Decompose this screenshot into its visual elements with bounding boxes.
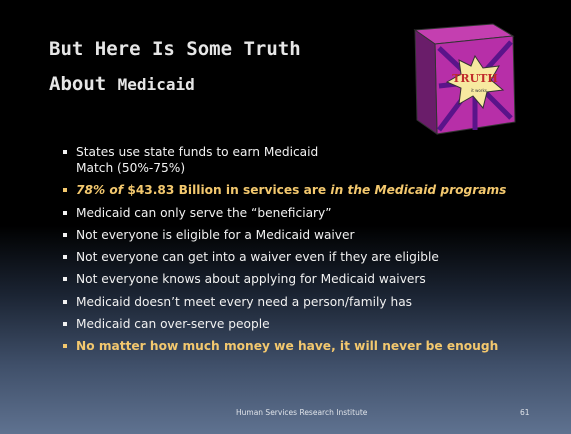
- bullet-text: 78% of: [76, 183, 128, 198]
- bullet: No matter how much money we have, it wil…: [63, 338, 563, 354]
- bullet: Not everyone can get into a waiver even …: [63, 249, 563, 265]
- bullet-text: Not everyone is eligible for a Medicaid …: [76, 227, 355, 242]
- bullet-text: No matter how much money we have, it wil…: [76, 339, 499, 354]
- bullet: Medicaid can over-serve people: [63, 316, 563, 332]
- bullet: Not everyone is eligible for a Medicaid …: [63, 227, 563, 243]
- cereal-box-image: TRUTH it works: [413, 23, 516, 135]
- bullet-list: States use state funds to earn Medicaid …: [63, 144, 563, 361]
- box-sublabel: it works: [471, 88, 487, 93]
- title-word: About: [49, 73, 107, 95]
- bullet-text: Medicaid doesn’t meet every need a perso…: [76, 294, 413, 309]
- box-side: [414, 29, 438, 135]
- title-line: But Here Is Some Truth: [49, 38, 301, 60]
- bullet-text: Not everyone can get into a waiver even …: [76, 250, 439, 265]
- bullet-text: States use state funds to earn Medicaid …: [76, 145, 319, 175]
- page-number: 61: [520, 408, 530, 417]
- bullet: States use state funds to earn Medicaid …: [63, 144, 326, 176]
- bullet-text: Medicaid can only serve the “beneficiary…: [76, 205, 332, 220]
- bullet-text: Not everyone knows about applying for Me…: [76, 272, 426, 287]
- bullet-text: $43.83 Billion in services are: [127, 183, 331, 198]
- bullet: Not everyone knows about applying for Me…: [63, 271, 563, 287]
- bullet-text: Medicaid can over-serve people: [76, 317, 270, 332]
- title-line: About Medicaid: [49, 73, 195, 95]
- bullet: 78% of $43.83 Billion in services are in…: [63, 182, 563, 198]
- bullet: Medicaid can only serve the “beneficiary…: [63, 205, 563, 221]
- title-word: Medicaid: [117, 75, 195, 94]
- box-label: TRUTH: [452, 72, 498, 85]
- footer: Human Services Research Institute: [236, 408, 368, 417]
- bullet: Medicaid doesn’t meet every need a perso…: [63, 294, 563, 310]
- bullet-text: in the Medicaid programs: [330, 183, 507, 198]
- starburst: [445, 54, 505, 110]
